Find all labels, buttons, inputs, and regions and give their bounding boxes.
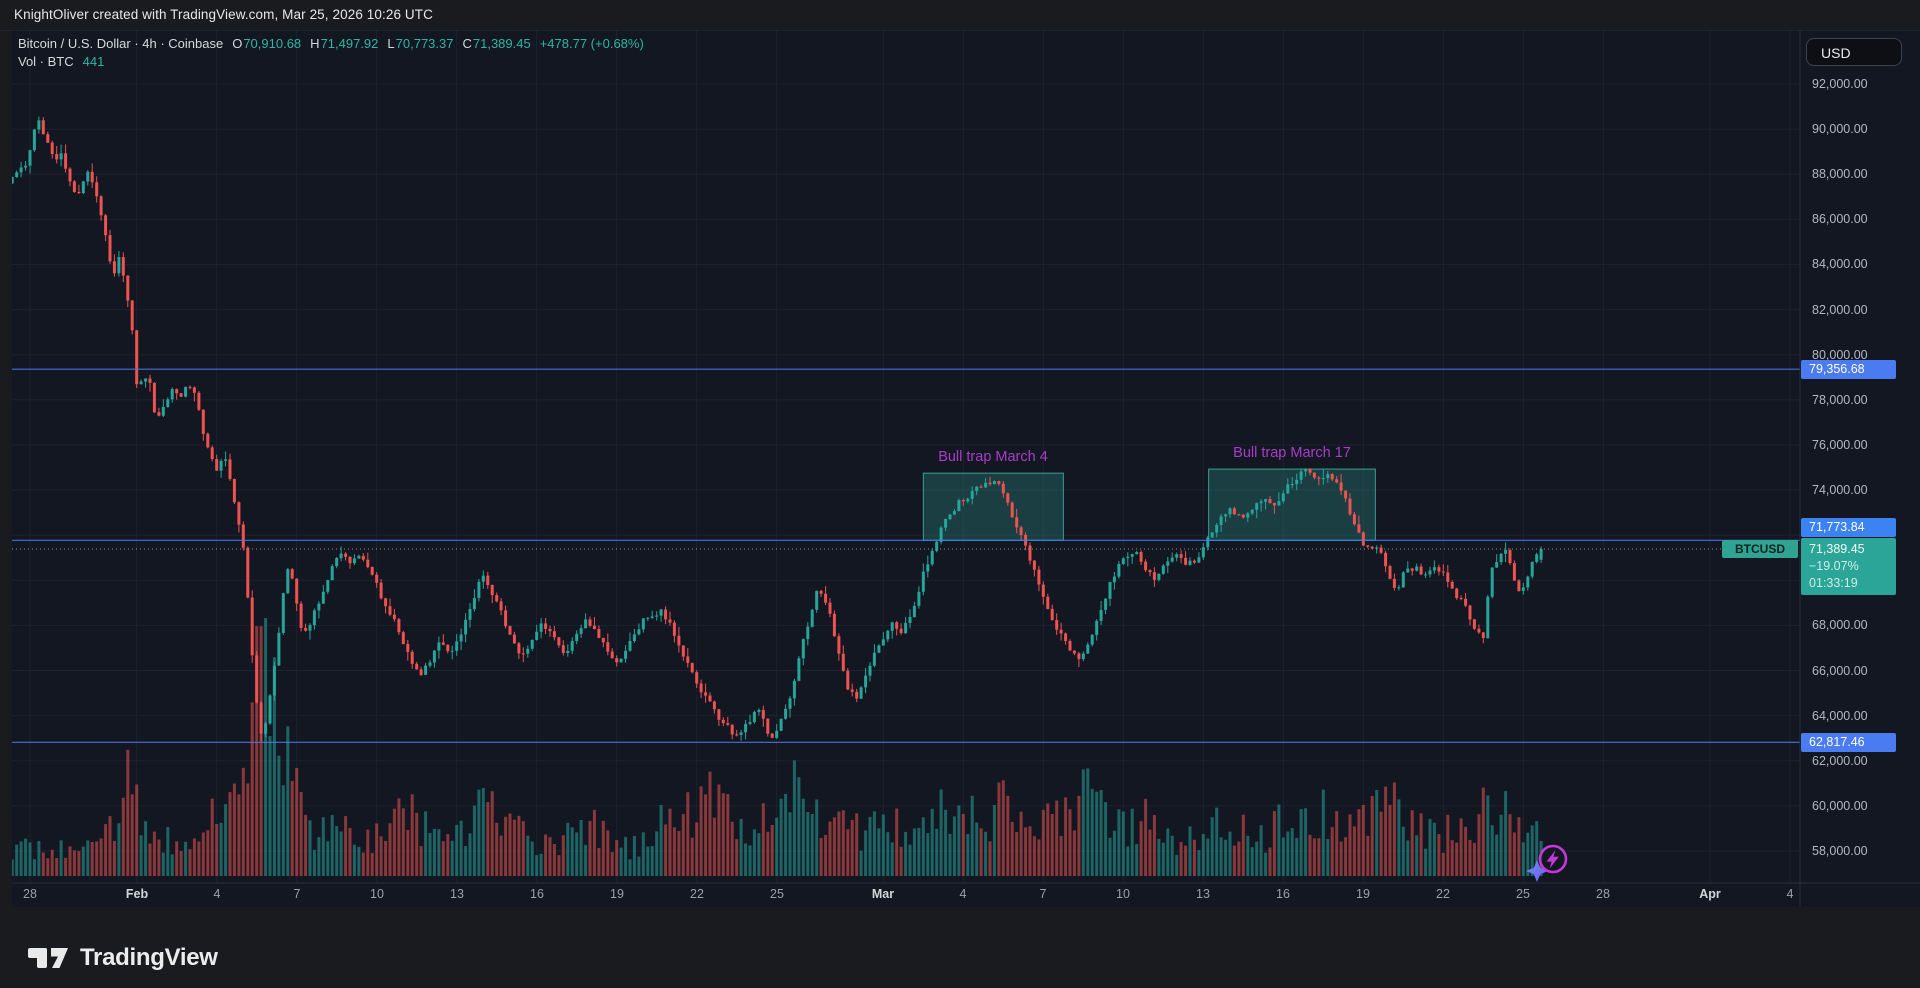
candle-countdown: 01:33:19	[1809, 576, 1858, 590]
time-tick: Apr	[1699, 887, 1721, 901]
time-tick: 10	[1116, 887, 1130, 901]
lightning-bolt	[1546, 850, 1559, 869]
attribution-text: KnightOliver created with TradingView.co…	[14, 7, 433, 22]
price-tick: 86,000.00	[1812, 212, 1868, 226]
horizontal-level-lines	[12, 368, 1800, 743]
bull-trap-boxes	[922, 468, 1376, 541]
time-tick: 4	[1786, 887, 1794, 901]
time-tick: 28	[23, 887, 37, 901]
time-tick: Feb	[125, 887, 149, 901]
price-tick: 84,000.00	[1812, 257, 1868, 271]
price-tick: 74,000.00	[1812, 483, 1868, 497]
time-tick: 7	[293, 887, 301, 901]
time-tick: 28	[1596, 887, 1610, 901]
price-tick: 58,000.00	[1812, 844, 1868, 858]
price-tick: 64,000.00	[1812, 709, 1868, 723]
attribution-bar: KnightOliver created with TradingView.co…	[0, 0, 1920, 30]
ohlc-open: O 70,910.68	[232, 36, 302, 51]
last-price-label: 71,389.45 −19.07% 01:33:19	[1801, 538, 1896, 595]
time-tick: 19	[1356, 887, 1370, 901]
time-tick: 16	[1276, 887, 1290, 901]
candles	[12, 116, 1543, 742]
ai-sparkle-icon[interactable]	[1520, 838, 1572, 886]
time-tick: 13	[1196, 887, 1210, 901]
price-tick: 92,000.00	[1812, 77, 1868, 91]
sparkle-star	[1526, 860, 1548, 882]
price-tick: 80,000.00	[1812, 348, 1868, 362]
price-tick: 78,000.00	[1812, 393, 1868, 407]
annotation-bull-trap-march-17[interactable]: Bull trap March 17	[1233, 445, 1351, 461]
price-tick: 88,000.00	[1812, 167, 1868, 181]
level-price-label: 79,356.68	[1801, 360, 1896, 379]
time-tick: 22	[690, 887, 704, 901]
currency-toggle-button[interactable]: USD	[1806, 38, 1902, 66]
volume-row: Vol · BTC 441	[18, 54, 644, 72]
footer: TradingView	[0, 907, 1920, 988]
time-tick: Mar	[871, 887, 895, 901]
price-tick: 66,000.00	[1812, 664, 1868, 678]
price-tick: 60,000.00	[1812, 799, 1868, 813]
tradingview-logo-icon	[28, 948, 68, 968]
ohlc-low: L 70,773.37	[387, 36, 454, 51]
level-price-label: 62,817.46	[1801, 733, 1896, 752]
ohlc-close: C 71,389.45	[462, 36, 531, 51]
symbol-price-chip: BTCUSD	[1722, 540, 1798, 558]
ohlc-high: H 71,497.92	[310, 36, 379, 51]
annotation-bull-trap-march-4[interactable]: Bull trap March 4	[938, 449, 1048, 465]
tradingview-logo-text: TradingView	[80, 944, 218, 971]
time-tick: 4	[959, 887, 967, 901]
last-price-change: −19.07%	[1809, 559, 1859, 573]
last-price-value: 71,389.45	[1809, 542, 1865, 556]
time-tick: 16	[530, 887, 544, 901]
price-tick: 76,000.00	[1812, 438, 1868, 452]
time-tick: 22	[1436, 887, 1450, 901]
price-tick: 62,000.00	[1812, 754, 1868, 768]
time-tick: 13	[450, 887, 464, 901]
price-change: +478.77 (+0.68%)	[539, 36, 644, 51]
level-price-label: 71,773.84	[1801, 518, 1896, 537]
symbol-title[interactable]: Bitcoin / U.S. Dollar · 4h · Coinbase	[18, 36, 224, 51]
price-tick: 68,000.00	[1812, 618, 1868, 632]
price-tick: 90,000.00	[1812, 122, 1868, 136]
volume-value: 441	[82, 54, 105, 69]
time-tick: 19	[610, 887, 624, 901]
time-tick: 4	[213, 887, 221, 901]
volume-bars	[12, 618, 1543, 876]
price-tick: 82,000.00	[1812, 303, 1868, 317]
time-tick: 10	[370, 887, 384, 901]
time-tick: 7	[1039, 887, 1047, 901]
tradingview-logo[interactable]: TradingView	[28, 942, 218, 974]
time-tick: 25	[770, 887, 784, 901]
time-tick: 25	[1516, 887, 1530, 901]
volume-label[interactable]: Vol · BTC	[18, 54, 74, 69]
